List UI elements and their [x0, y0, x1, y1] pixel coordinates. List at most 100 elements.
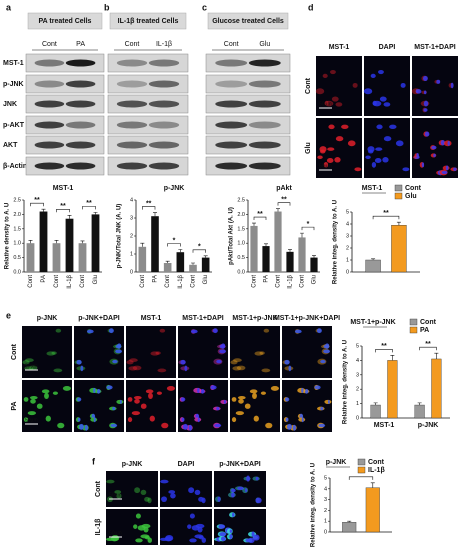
group-title: IL-1β treated Cells	[118, 18, 179, 25]
bar	[91, 214, 100, 272]
cell	[402, 167, 410, 172]
cell	[188, 487, 195, 494]
blot-band	[148, 121, 180, 129]
cell	[161, 496, 167, 503]
cell	[255, 476, 259, 481]
cell	[41, 389, 50, 394]
cell	[180, 397, 186, 402]
bar	[391, 224, 407, 273]
error-bar	[390, 355, 395, 361]
blot-band	[34, 80, 65, 88]
error-bar	[54, 240, 59, 244]
x-tick-label: Cont	[80, 275, 86, 288]
lane-label: PA	[76, 41, 85, 48]
y-tick-label: 0	[324, 529, 327, 535]
bar	[138, 246, 147, 272]
cell	[246, 475, 251, 482]
blot-band	[248, 162, 281, 170]
error-bar	[371, 258, 376, 260]
blot-band	[215, 80, 248, 88]
cell	[265, 422, 273, 429]
cell	[161, 422, 169, 429]
x-tick-label: Cont	[54, 275, 60, 288]
blot-row-label: p-JNK	[3, 81, 24, 88]
cell	[270, 385, 279, 391]
cell	[217, 496, 221, 502]
cell	[331, 96, 339, 102]
cell	[219, 349, 227, 354]
cell	[249, 389, 258, 394]
cell	[55, 328, 62, 333]
image-column-label: p-JNK	[122, 461, 143, 468]
cell	[319, 146, 327, 153]
cell	[182, 423, 188, 430]
cell	[135, 538, 143, 543]
cell	[400, 82, 406, 88]
cell	[378, 70, 384, 75]
cell	[150, 351, 160, 356]
cell	[363, 88, 373, 95]
bar	[431, 358, 442, 419]
scale-bar-label: 50µm	[25, 417, 38, 423]
blot-band	[148, 141, 180, 149]
error-bar	[28, 240, 33, 244]
blot-band	[215, 59, 248, 67]
significance-bracket	[142, 206, 156, 210]
cell	[445, 165, 449, 171]
bar	[176, 252, 185, 272]
bar	[52, 243, 61, 272]
bar	[298, 237, 306, 272]
blot-strip	[25, 156, 105, 176]
blot-band	[34, 121, 65, 129]
cell	[194, 489, 201, 496]
y-tick-label: 0.5	[13, 255, 21, 261]
scale-bar-label: 50µm	[319, 101, 332, 107]
cell	[115, 344, 122, 349]
bar	[387, 360, 398, 419]
cell	[164, 536, 173, 542]
cell	[184, 365, 188, 372]
cell	[197, 417, 200, 423]
cell	[260, 391, 266, 395]
cell	[231, 492, 235, 498]
cell	[379, 96, 387, 102]
scale-bar-label: 50µm	[25, 363, 38, 369]
cell	[84, 424, 89, 431]
micrograph	[126, 326, 176, 378]
legend-label: Cont	[405, 185, 422, 192]
significance-bracket	[375, 349, 393, 353]
significance-bracket	[301, 226, 315, 231]
cell	[62, 385, 71, 391]
blot-band	[215, 162, 248, 170]
scale-bar-label: 50µm	[319, 163, 332, 169]
image-column-label: MST-1+DAPI	[182, 315, 223, 322]
cell	[200, 388, 205, 394]
cell	[212, 328, 218, 334]
cell	[253, 415, 259, 422]
cell	[235, 411, 244, 416]
blot-band	[65, 162, 96, 170]
significance-bracket	[372, 215, 400, 220]
blot-band	[116, 100, 148, 108]
cell	[232, 512, 235, 517]
blot-band	[65, 121, 96, 129]
cell	[80, 365, 84, 372]
cell	[328, 124, 335, 130]
cell	[28, 365, 38, 371]
cell	[254, 351, 264, 356]
image-row-label: Cont	[95, 480, 102, 497]
cell	[285, 417, 289, 422]
lane-label: Cont	[224, 41, 239, 48]
significance-label: **	[60, 203, 66, 210]
cell	[233, 358, 242, 363]
cell	[147, 537, 152, 543]
cell	[86, 329, 94, 334]
cell	[323, 349, 331, 354]
image-column-label: MST-1+p-JNK+DAPI	[274, 315, 340, 322]
panel-label: c	[202, 2, 207, 12]
cell	[436, 79, 441, 84]
blot-band	[116, 141, 148, 149]
cell	[389, 124, 397, 129]
cell	[110, 423, 118, 428]
cell	[77, 417, 81, 422]
